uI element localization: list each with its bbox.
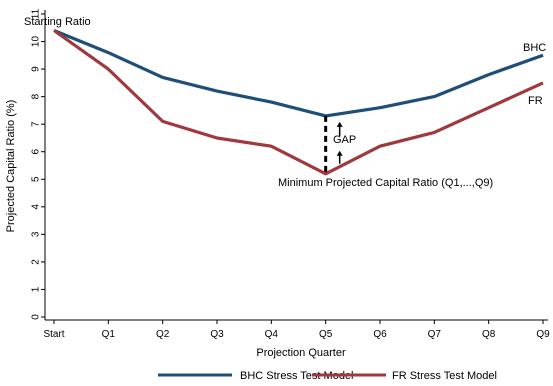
x-tick-label: Q9: [536, 329, 550, 340]
x-tick-label: Q2: [156, 329, 170, 340]
legend-label-fr: FR Stress Test Model: [392, 370, 497, 381]
x-tick-label: Q6: [373, 329, 387, 340]
starting-ratio-annotation: Starting Ratio: [24, 16, 91, 28]
gap-arrowhead-lower: [336, 150, 343, 156]
y-tick-label: 1: [31, 286, 42, 292]
gap-annotation: [324, 115, 343, 174]
x-tick-label: Start: [43, 329, 64, 340]
y-tick-label: 7: [31, 121, 42, 127]
minimum-ratio-annotation: Minimum Projected Capital Ratio (Q1,...,…: [278, 177, 493, 189]
y-tick-label: 3: [31, 231, 42, 237]
y-tick-label: 0: [31, 314, 42, 320]
fr-end-label: FR: [528, 95, 543, 107]
y-axis: 0 1 2 3 4 5 6 7 8 9 10 11: [31, 8, 45, 320]
x-tick-label: Q1: [102, 329, 116, 340]
series-layer: [53, 29, 544, 176]
y-axis-title: Projected Capital Ratio (%): [5, 100, 17, 233]
x-tick-label: Q3: [210, 329, 224, 340]
x-tick-label: Q8: [482, 329, 496, 340]
y-tick-label: 6: [31, 149, 42, 155]
x-tick-label: Q5: [319, 329, 333, 340]
legend: BHC Stress Test Model FR Stress Test Mod…: [158, 370, 497, 382]
gap-arrowhead-up: [336, 121, 343, 127]
y-tick-label: 10: [31, 36, 42, 48]
y-tick-label: 5: [31, 176, 42, 182]
y-tick-label: 11: [31, 8, 42, 19]
plot-frame: [44, 10, 548, 321]
y-tick-label: 2: [31, 259, 42, 265]
legend-label-bhc: BHC Stress Test Model: [240, 370, 354, 381]
bhc-end-label: BHC: [523, 42, 546, 54]
y-tick-label: 4: [31, 204, 42, 210]
y-tick-label: 9: [31, 66, 42, 72]
gap-label: GAP: [333, 134, 356, 146]
series-line-fr: [53, 29, 544, 176]
x-axis-title: Projection Quarter: [256, 347, 346, 359]
x-tick-label: Q4: [265, 329, 279, 340]
series-line-bhc: [53, 29, 544, 118]
x-tick-label: Q7: [428, 329, 442, 340]
y-tick-label: 8: [31, 93, 42, 99]
x-axis: Start Q1 Q2 Q3 Q4 Q5 Q6 Q7 Q8 Q9: [43, 320, 550, 340]
